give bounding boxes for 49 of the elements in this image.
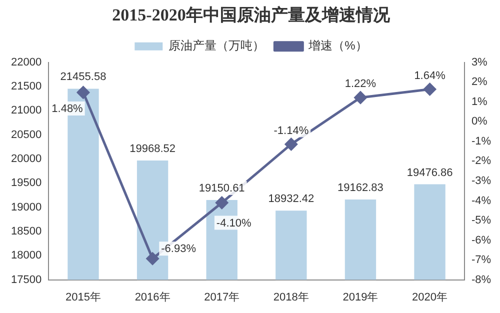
x-tick-label: 2016年 — [134, 291, 170, 304]
y-tick-label: 18000 — [10, 250, 42, 262]
y2-tick-label: 2% — [471, 76, 488, 88]
x-tick-label: 2018年 — [273, 291, 309, 304]
y2-tick-label: -7% — [471, 254, 492, 266]
data-label: 19968.52 — [130, 143, 176, 156]
data-label: 19150.61 — [198, 182, 245, 195]
x-tick-label: 2015年 — [66, 291, 101, 304]
y2-tick-label: -4% — [471, 194, 492, 207]
data-label: 21455.58 — [60, 71, 106, 84]
y2-tick-label: -6% — [471, 234, 492, 246]
y2-tick-label: 1% — [471, 96, 488, 108]
point — [284, 138, 298, 150]
data-label: 1.22% — [344, 78, 376, 90]
y2-tick-label: -8% — [471, 274, 492, 286]
point — [76, 86, 90, 99]
y-tick-label: 19000 — [10, 201, 42, 214]
y2-tick-label: -5% — [471, 214, 492, 227]
x-tick-label: 2020年 — [412, 291, 448, 304]
y-tick-label: 21000 — [10, 104, 42, 117]
data-label: 19476.86 — [406, 166, 453, 179]
y-tick-label: 20500 — [10, 128, 42, 141]
y-tick-label: 19500 — [10, 177, 42, 190]
data-label: 1.48% — [52, 102, 84, 115]
x-tick-label: 2019年 — [342, 291, 378, 304]
legend-label: 原油产量（万吨） — [168, 38, 265, 53]
point — [354, 91, 367, 104]
data-label: 1.64% — [414, 70, 446, 82]
y-tick-label: 22000 — [10, 56, 42, 68]
y-tick-label: 18500 — [10, 226, 42, 238]
data-label: -4.10% — [216, 217, 252, 230]
y2-tick-label: -1% — [471, 135, 492, 148]
data-label: -1.14% — [274, 124, 309, 137]
data-label: 19162.83 — [338, 182, 384, 194]
y-tick-label: 20000 — [10, 153, 42, 166]
x-tick-label: 2017年 — [204, 291, 240, 304]
data-label: -6.93% — [161, 243, 196, 256]
y2-tick-label: 3% — [471, 56, 488, 68]
data-label: 18932.42 — [268, 193, 314, 206]
legend-label: 增速（%） — [308, 38, 368, 53]
y-tick-label: 17500 — [10, 274, 42, 286]
point — [216, 196, 228, 209]
y2-tick-label: -2% — [471, 155, 492, 168]
point — [424, 83, 436, 96]
y-tick-label: 21500 — [10, 80, 42, 93]
chart-title: 2015-2020年中国原油产量及增速情况 — [112, 6, 391, 25]
y2-tick-label: -3% — [471, 175, 492, 188]
point — [146, 252, 159, 265]
y2-tick-label: 0% — [471, 116, 488, 128]
